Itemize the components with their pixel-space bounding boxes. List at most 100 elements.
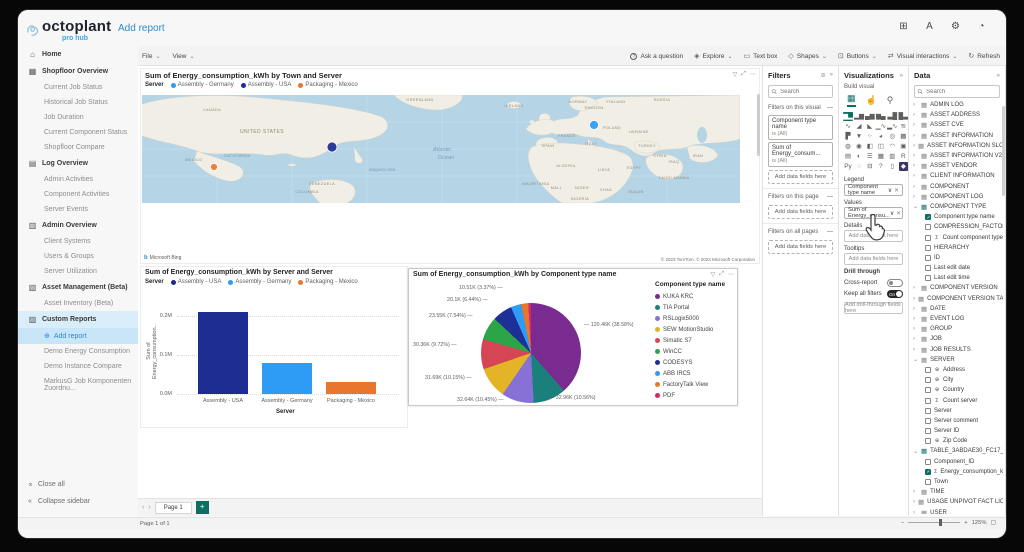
sidebar-item-server-events[interactable]: Server Events xyxy=(18,202,138,217)
filter-card-component-type-name[interactable]: Component type name is (All) xyxy=(768,115,833,140)
data-field-id[interactable]: ID xyxy=(909,253,1003,263)
key-influencers-icon[interactable]: ◌ xyxy=(857,163,861,170)
dropdown-icon[interactable]: ∨ xyxy=(889,210,895,217)
pie-more-options-icon[interactable]: ⋯ xyxy=(728,272,734,278)
chevron-right-icon[interactable]: › xyxy=(913,142,915,149)
data-table-asset-information-slot[interactable]: › ▦ ASSET INFORMATION SLOT xyxy=(909,141,1003,151)
pie-legend-item-pdf[interactable]: PDF xyxy=(655,390,725,401)
sidebar-item-shopfloor-compare[interactable]: Shopfloor Compare xyxy=(18,140,138,155)
pie-focus-mode-icon[interactable]: ⤢ xyxy=(719,271,724,277)
tooltips-add-field[interactable]: Add data fields here xyxy=(844,253,903,265)
data-field-compression-factor[interactable]: COMPRESSION_FACTOR xyxy=(909,222,1003,232)
stacked-column-chart-icon[interactable]: ▄▆ xyxy=(865,113,875,120)
clustered-column-chart-icon[interactable]: ▆▄ xyxy=(876,113,886,120)
format-visual-icon[interactable]: ☝ xyxy=(865,94,877,105)
sidebar-item-demo-instance-compare[interactable]: Demo Instance Compare xyxy=(18,359,138,374)
pie-legend-item-factorytalk-view[interactable]: FactoryTalk View xyxy=(655,379,725,390)
refresh-button[interactable]: ↻ Refresh xyxy=(968,52,1000,61)
pie-legend-item-abb-irc5[interactable]: ABB IRC5 xyxy=(655,368,725,379)
sidebar-item-markusg-job-komponenten-zuordnu[interactable]: MarkusG Job Komponenten Zuordnu... xyxy=(18,374,138,396)
data-table-component-type[interactable]: ⌄ ▦ COMPONENT TYPE xyxy=(909,202,1003,212)
sidebar-item-admin-activities[interactable]: Admin Activities xyxy=(18,172,138,187)
sidebar-item-shopfloor-overview[interactable]: ▦ Shopfloor Overview xyxy=(18,63,138,80)
100-stacked-column-chart-icon[interactable]: █▃ xyxy=(898,113,909,120)
field-checkbox[interactable] xyxy=(925,438,931,445)
remove-field-icon[interactable]: ✕ xyxy=(896,210,902,217)
buttons-button[interactable]: ⊡ Buttons ⌄ xyxy=(837,52,877,61)
field-checkbox[interactable] xyxy=(925,387,931,394)
slicer-icon[interactable]: ☰ xyxy=(866,153,873,160)
build-visual-icon[interactable]: ▦ xyxy=(847,93,856,107)
sidebar-item-admin-overview[interactable]: ▥ Admin Overview xyxy=(18,217,138,234)
pie-legend-item-tia-portal[interactable]: TIA Portal xyxy=(655,302,725,313)
table-icon[interactable]: ▦ xyxy=(877,153,884,160)
data-table-client-information[interactable]: › ▦ CLIENT INFORMATION xyxy=(909,171,1003,181)
chevron-right-icon[interactable]: › xyxy=(913,173,915,180)
chevron-right-icon[interactable]: › xyxy=(913,112,915,119)
close-all-button[interactable]: «Close all xyxy=(26,481,65,488)
data-field-count-component-type[interactable]: Σ Count component type xyxy=(909,232,1003,242)
data-table-admin-log[interactable]: › ▦ ADMIN LOG xyxy=(909,100,1003,110)
bar-assembly-germany[interactable] xyxy=(262,362,312,394)
add-page-button[interactable]: + xyxy=(195,501,209,514)
add-data-fields-drop-zone[interactable]: Add data fields here xyxy=(768,170,833,184)
drill-through-add-field[interactable]: Add drill-through fields here xyxy=(844,302,903,314)
canvas-scrollbar[interactable] xyxy=(757,94,760,156)
area-chart-icon[interactable]: ◢ xyxy=(856,123,862,130)
data-table-asset-information[interactable]: › ▦ ASSET INFORMATION xyxy=(909,131,1003,141)
chevron-right-icon[interactable]: › xyxy=(913,132,915,139)
chevron-right-icon[interactable]: › xyxy=(913,336,915,343)
expand-panel-icon[interactable]: » xyxy=(996,72,1000,79)
data-field-hierarchy[interactable]: HIERARCHY xyxy=(909,243,1003,253)
filled-map-icon[interactable]: ◉ xyxy=(856,143,862,150)
collapse-sidebar-button[interactable]: «Collapse sidebar xyxy=(28,498,91,505)
data-table-group[interactable]: › ▦ GROUP xyxy=(909,324,1003,334)
chevron-right-icon[interactable]: › xyxy=(913,305,915,312)
chevron-right-icon[interactable]: › xyxy=(913,295,915,302)
data-table-job[interactable]: › ▦ JOB xyxy=(909,334,1003,344)
fit-to-page-icon[interactable]: ▢ xyxy=(990,519,996,526)
data-table-job-results[interactable]: › ▦ JOB RESULTS xyxy=(909,345,1003,355)
details-add-field[interactable]: Add data fields here xyxy=(844,230,903,242)
data-table-asset-information-v2[interactable]: › ▦ ASSET INFORMATION V2 xyxy=(909,151,1003,161)
data-field-count-server[interactable]: Σ Count server xyxy=(909,395,1003,405)
shapes-button[interactable]: ◇ Shapes ⌄ xyxy=(788,52,827,61)
bar-packaging-mexico[interactable] xyxy=(326,382,376,394)
waterfall-chart-icon[interactable]: ▛ xyxy=(845,133,851,140)
data-table-user[interactable]: › ▦ USER xyxy=(909,508,1003,514)
filters-search-input[interactable] xyxy=(780,88,829,95)
field-checkbox[interactable] xyxy=(925,428,931,435)
chevron-right-icon[interactable]: › xyxy=(913,122,915,129)
data-field-address[interactable]: ⊕ Address xyxy=(909,365,1003,375)
sidebar-item-component-activities[interactable]: Component Activities xyxy=(18,187,138,202)
apps-grid-icon[interactable]: ⊞ xyxy=(899,21,908,32)
expand-panel-icon[interactable]: » xyxy=(829,72,833,78)
azure-map-icon[interactable]: ◫ xyxy=(877,143,884,150)
bar-chart-visual[interactable]: Sum of Energy_consumption_kWh by Server … xyxy=(140,266,408,428)
sidebar-item-job-duration[interactable]: Job Duration xyxy=(18,110,138,125)
field-checkbox[interactable] xyxy=(925,275,931,282)
matrix-icon[interactable]: ▥ xyxy=(889,153,896,160)
eraser-icon[interactable]: ⊘ xyxy=(820,73,826,79)
sidebar-item-demo-energy-consumption[interactable]: Demo Energy Consumption xyxy=(18,344,138,359)
chevron-right-icon[interactable]: › xyxy=(913,193,915,200)
zoom-out-icon[interactable]: − xyxy=(900,519,905,526)
qa-icon[interactable]: ? xyxy=(879,163,883,170)
bar-assembly-usa[interactable] xyxy=(198,312,248,394)
map-bubble-assembly-germany[interactable] xyxy=(589,120,599,130)
profile-icon[interactable]: ◔ xyxy=(978,21,985,32)
pie-legend-item-sew-motionstudio[interactable]: SEW MotionStudio xyxy=(655,324,725,335)
data-table-asset-cve[interactable]: › ▦ ASSET CVE xyxy=(909,120,1003,130)
stacked-area-chart-icon[interactable]: ◣ xyxy=(867,123,873,130)
filters-search[interactable]: ⚲ xyxy=(768,85,833,98)
data-table-component-log[interactable]: › ▦ COMPONENT LOG xyxy=(909,192,1003,202)
cross-report-toggle[interactable] xyxy=(887,279,903,287)
clustered-bar-chart-icon[interactable]: ▂▆ xyxy=(854,113,864,120)
sidebar-item-current-job-status[interactable]: Current Job Status xyxy=(18,80,138,95)
data-field-server[interactable]: Server xyxy=(909,406,1003,416)
sidebar-item-home[interactable]: ⌂ Home xyxy=(18,46,138,63)
pie-chart[interactable] xyxy=(481,303,581,403)
custom-visual-icon[interactable]: ◆ xyxy=(898,162,909,171)
data-table-server[interactable]: ⌄ ▦ SERVER xyxy=(909,355,1003,365)
data-table-component[interactable]: › ▦ COMPONENT xyxy=(909,182,1003,192)
